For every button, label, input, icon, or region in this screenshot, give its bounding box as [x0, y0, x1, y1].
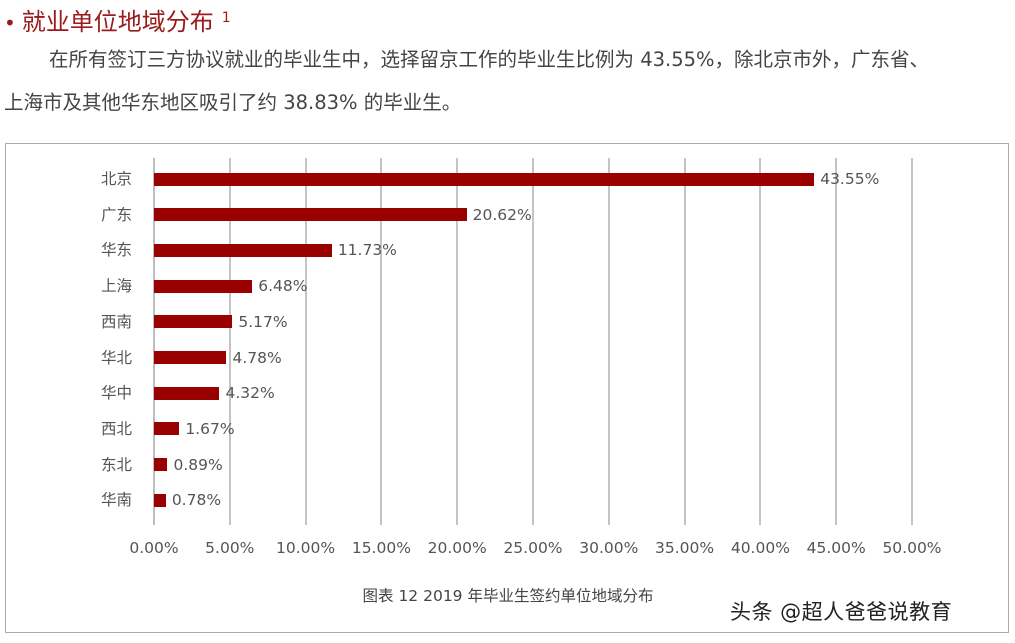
bar — [154, 315, 233, 329]
value-label: 0.89% — [173, 455, 223, 474]
gridline — [607, 158, 610, 525]
bar — [154, 422, 180, 436]
value-label: 6.48% — [258, 277, 308, 296]
gridline — [380, 158, 383, 525]
bar — [154, 493, 166, 507]
x-tick-label: 0.00% — [129, 539, 179, 557]
category-label: 华南 — [100, 491, 132, 510]
x-tick-label: 35.00% — [655, 539, 715, 557]
section-heading: • 就业单位地域分布 1 — [4, 2, 231, 36]
value-label: 43.55% — [820, 170, 880, 188]
value-label: 4.32% — [225, 384, 275, 403]
value-label: 4.78% — [232, 348, 282, 367]
bullet-icon: • — [4, 11, 16, 35]
bar — [154, 458, 168, 472]
category-label: 华中 — [100, 384, 132, 403]
bar — [154, 243, 332, 257]
x-tick-label: 50.00% — [882, 539, 942, 557]
bar — [154, 279, 253, 293]
gridline — [228, 158, 231, 525]
x-tick-label: 25.00% — [503, 539, 563, 557]
bar — [154, 351, 227, 364]
bar — [154, 172, 815, 186]
paragraph-line-2: 上海市及其他华东地区吸引了约 38.83% 的毕业生。 — [4, 91, 462, 114]
x-tick-label: 15.00% — [351, 539, 411, 557]
category-label: 上海 — [100, 277, 132, 296]
gridline — [835, 158, 838, 525]
gridline — [456, 158, 459, 525]
category-label: 西北 — [100, 419, 132, 438]
gridline — [153, 158, 155, 525]
section-title: 就业单位地域分布 — [21, 8, 214, 36]
category-label: 广东 — [100, 205, 132, 224]
x-tick-label: 10.00% — [276, 539, 336, 557]
category-label: 北京 — [100, 170, 132, 188]
x-tick-label: 30.00% — [579, 539, 639, 557]
bar-chart: 北京 43.55% 广东 20.62% 华东 11.73% 上海 6.48% 西南 5.17% 华北… — [5, 143, 1009, 633]
x-tick-label: 5.00% — [205, 539, 255, 557]
paragraph-line-1: 在所有签订三方协议就业的毕业生中，选择留京工作的毕业生比例为 43.55%，除北… — [49, 48, 930, 71]
x-tick-label: 20.00% — [427, 539, 487, 557]
watermark: 头条 @超人爸爸说教育 — [730, 600, 953, 624]
chart-caption: 图表 12 2019 年毕业生签约单位地域分布 — [362, 587, 654, 605]
value-label: 5.17% — [238, 312, 288, 331]
bar — [154, 208, 467, 222]
bar — [154, 386, 220, 400]
value-label: 11.73% — [337, 241, 397, 260]
category-label: 西南 — [100, 312, 132, 331]
value-label: 0.78% — [171, 491, 222, 510]
x-tick-label: 45.00% — [806, 539, 866, 557]
category-label: 华北 — [100, 348, 132, 367]
footnote-mark: 1 — [221, 10, 231, 26]
gridline — [683, 158, 686, 525]
gridline — [911, 158, 913, 525]
value-label: 1.67% — [185, 419, 235, 438]
gridline — [759, 158, 762, 525]
gridline — [532, 158, 534, 525]
value-label: 20.62% — [472, 205, 532, 224]
category-label: 东北 — [100, 455, 132, 474]
gridline — [304, 158, 307, 525]
x-tick-label: 40.00% — [730, 539, 790, 557]
category-label: 华东 — [100, 241, 132, 260]
